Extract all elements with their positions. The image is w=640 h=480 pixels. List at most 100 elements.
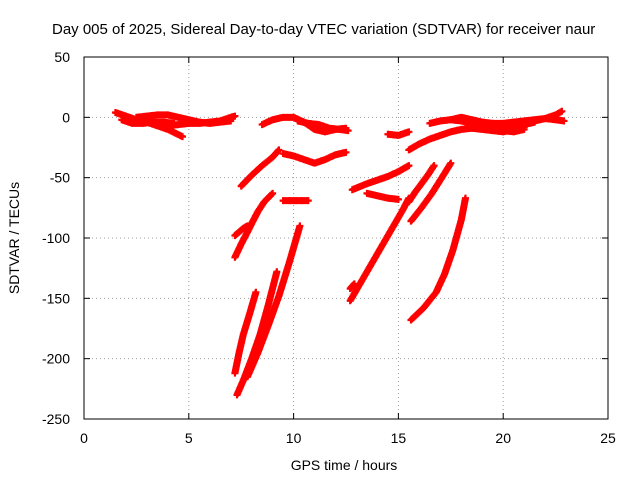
series-trail — [238, 147, 282, 189]
series-arc-10 — [231, 189, 277, 261]
data-point — [304, 119, 312, 127]
data-point — [558, 107, 566, 115]
data-point — [436, 117, 444, 125]
data-point — [235, 228, 243, 236]
data-point — [239, 376, 247, 384]
data-point — [428, 189, 436, 197]
series-arc-12 — [231, 288, 260, 377]
y-tick-label: 0 — [62, 109, 70, 125]
data-point — [346, 297, 354, 305]
data-point — [304, 197, 312, 205]
data-point — [541, 115, 549, 123]
x-tick-label: 10 — [286, 430, 302, 446]
data-point — [384, 130, 392, 138]
data-point — [248, 220, 256, 228]
data-point — [407, 316, 415, 324]
data-point — [447, 159, 455, 167]
data-point — [399, 206, 407, 214]
data-point — [237, 182, 245, 190]
data-point — [143, 112, 151, 120]
y-tick-label: -50 — [50, 170, 70, 186]
data-point — [424, 171, 432, 179]
data-point — [300, 156, 308, 164]
data-point — [264, 300, 272, 308]
data-point — [185, 119, 193, 127]
data-point — [269, 189, 277, 197]
data-point — [325, 124, 333, 132]
series-trail — [364, 190, 401, 203]
series-arc-22 — [407, 159, 455, 225]
data-point — [449, 246, 457, 254]
data-point — [363, 180, 371, 188]
data-point — [405, 146, 413, 154]
data-point — [239, 331, 247, 339]
data-point — [363, 189, 371, 197]
data-point — [243, 222, 251, 230]
y-tick-label: -200 — [42, 351, 70, 367]
data-point — [311, 159, 319, 167]
data-point — [552, 116, 560, 124]
series-arc-23 — [407, 194, 469, 324]
data-point — [510, 125, 518, 133]
data-point — [264, 321, 272, 329]
data-point — [279, 150, 287, 158]
data-point — [417, 204, 425, 212]
data-point — [394, 168, 402, 176]
data-point — [174, 113, 182, 121]
data-point — [231, 232, 239, 240]
series-arc-14 — [243, 222, 304, 381]
series-arc-21 — [405, 162, 438, 206]
data-point — [294, 117, 302, 125]
data-point — [432, 288, 440, 296]
data-point — [436, 131, 444, 139]
data-point — [499, 127, 507, 135]
data-point — [344, 127, 352, 135]
data-point — [461, 194, 469, 202]
data-point — [239, 224, 247, 232]
data-point — [384, 172, 392, 180]
chart-title: Day 005 of 2025, Sidereal Day-to-day VTE… — [52, 21, 595, 38]
data-point — [111, 109, 119, 117]
series-arc-11 — [231, 222, 251, 240]
data-point — [447, 116, 455, 124]
y-tick-label: -250 — [42, 411, 70, 427]
data-point — [378, 242, 386, 250]
data-point — [457, 113, 465, 121]
data-point — [254, 207, 262, 215]
y-tick-label: 50 — [54, 49, 70, 65]
data-point — [489, 119, 497, 127]
data-point — [128, 119, 136, 127]
data-point — [315, 121, 323, 129]
data-point — [321, 156, 329, 164]
data-point — [237, 240, 245, 248]
data-point — [139, 119, 147, 127]
data-point — [118, 116, 126, 124]
y-axis-label: SDTVAR / TECUs — [6, 182, 22, 294]
data-point — [342, 148, 350, 156]
data-point — [468, 116, 476, 124]
data-point — [174, 121, 182, 129]
x-tick-label: 5 — [185, 430, 193, 446]
data-point — [246, 310, 254, 318]
series-arc-27 — [510, 115, 568, 133]
data-point — [279, 197, 287, 205]
data-point — [235, 349, 243, 357]
data-point — [499, 119, 507, 127]
data-point — [132, 113, 140, 121]
data-point — [292, 197, 300, 205]
data-point — [457, 125, 465, 133]
data-point — [290, 152, 298, 160]
data-point — [160, 118, 168, 126]
data-point — [332, 151, 340, 159]
x-tick-label: 20 — [495, 430, 511, 446]
data-point — [231, 369, 239, 377]
data-point — [195, 119, 203, 127]
data-point — [248, 171, 256, 179]
data-point — [269, 116, 277, 124]
data-point — [457, 216, 465, 224]
data-point — [252, 288, 260, 296]
data-point — [417, 180, 425, 188]
data-point — [394, 131, 402, 139]
x-tick-label: 25 — [600, 430, 616, 446]
